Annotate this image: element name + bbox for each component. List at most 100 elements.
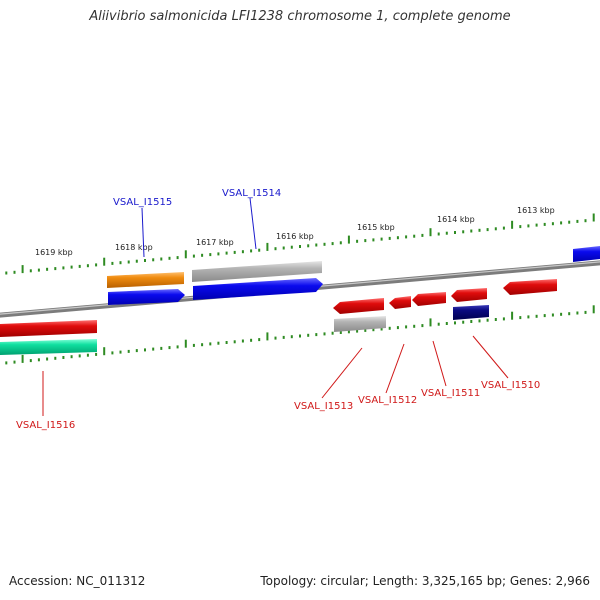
label-line-1511 [432, 340, 447, 387]
inner-scale-minor-tick [454, 321, 456, 325]
outer-scale-major-tick [266, 242, 269, 251]
inner-scale-minor-tick [5, 361, 8, 365]
inner-scale-minor-tick [388, 326, 391, 330]
outer-scale-minor-tick [168, 256, 171, 260]
gene-label-1511[interactable]: VSAL_I1511 [421, 388, 480, 399]
gene-red-block-1516[interactable] [0, 320, 97, 337]
gene-orange-block[interactable] [107, 272, 184, 288]
label-line-1514 [249, 197, 257, 250]
scale-label-1619: 1619 kbp [35, 248, 73, 257]
outer-scale-minor-tick [576, 219, 579, 223]
inner-scale-minor-tick [396, 326, 399, 330]
outer-scale-minor-tick [462, 230, 465, 234]
outer-scale-minor-tick [282, 246, 285, 250]
outer-scale-minor-tick [299, 245, 301, 248]
outer-scale-minor-tick [478, 228, 481, 232]
gene-blue-arrow-1514[interactable] [193, 278, 323, 300]
gene-red-arrow-1511[interactable] [412, 292, 446, 306]
outer-scale-minor-tick [78, 264, 81, 268]
outer-scale-minor-tick [323, 242, 326, 246]
outer-scale-minor-tick [217, 252, 220, 256]
gene-red-arrow-1510[interactable] [451, 288, 487, 302]
gene-label-1510[interactable]: VSAL_I1510 [481, 380, 540, 391]
gene-label-1514[interactable]: VSAL_I1514 [222, 188, 281, 199]
outer-scale-minor-tick [160, 257, 163, 261]
inner-scale-minor-tick [290, 335, 293, 339]
outer-scale-minor-tick [209, 253, 212, 257]
inner-scale-major-tick [511, 311, 514, 320]
outer-scale-minor-tick [258, 248, 261, 252]
outer-scale-minor-tick [454, 231, 456, 234]
label-line-1515 [141, 207, 145, 258]
inner-scale-minor-tick [413, 324, 416, 328]
scale-label-1617: 1617 kbp [196, 238, 234, 247]
inner-scale-minor-tick [551, 313, 554, 317]
inner-scale-minor-tick [274, 336, 277, 340]
outer-scale-minor-tick [46, 267, 49, 271]
inner-scale-major-tick [266, 332, 269, 341]
inner-scale-minor-tick [192, 343, 195, 347]
inner-scale-minor-tick [152, 347, 155, 351]
inner-scale-minor-tick [478, 319, 481, 323]
inner-scale-minor-tick [217, 341, 220, 345]
inner-scale-minor-tick [331, 331, 334, 335]
gene-label-1512[interactable]: VSAL_I1512 [358, 395, 417, 406]
inner-scale-minor-tick [62, 356, 65, 359]
inner-scale-minor-tick [233, 340, 236, 344]
gene-teal-block[interactable] [0, 339, 97, 355]
gene-label-1515[interactable]: VSAL_I1515 [113, 197, 172, 208]
outer-scale-minor-tick [111, 261, 114, 265]
gene-blue-block-edge[interactable] [573, 246, 600, 262]
outer-scale-minor-tick [62, 266, 65, 270]
outer-scale-minor-tick [274, 247, 277, 251]
outer-scale-minor-tick [494, 227, 497, 231]
outer-scale-minor-tick [372, 238, 375, 242]
outer-scale-minor-tick [560, 221, 563, 225]
outer-scale-major-tick [429, 228, 432, 237]
outer-scale-minor-tick [527, 224, 530, 228]
label-line-1513 [321, 347, 363, 399]
inner-scale-minor-tick [568, 312, 571, 316]
outer-scale-minor-tick [315, 243, 318, 247]
inner-scale-minor-tick [470, 320, 473, 323]
outer-scale-minor-tick [380, 237, 383, 241]
outer-scale-minor-tick [331, 242, 334, 246]
outer-scale-minor-tick [95, 263, 98, 267]
outer-scale-minor-tick [29, 269, 32, 273]
gene-navy-block[interactable] [453, 305, 489, 320]
gene-red-arrow-1512[interactable] [389, 296, 411, 309]
outer-scale-major-tick [103, 257, 106, 266]
inner-scale-minor-tick [560, 312, 563, 316]
inner-scale-minor-tick [29, 359, 32, 363]
gene-blue-arrow-1515[interactable] [108, 289, 185, 305]
gene-gray-block-1514[interactable] [192, 261, 322, 282]
inner-scale-minor-tick [494, 318, 497, 321]
outer-scale-minor-tick [37, 268, 40, 272]
outer-scale-minor-tick [13, 270, 16, 274]
scale-label-1616: 1616 kbp [276, 232, 314, 241]
inner-scale-minor-tick [111, 351, 114, 355]
inner-scale-major-tick [184, 339, 187, 348]
outer-scale-major-tick [184, 250, 187, 259]
inner-scale-minor-tick [54, 356, 57, 360]
inner-scale-minor-tick [13, 360, 16, 364]
gene-gray-block-1513[interactable] [334, 316, 386, 332]
outer-scale-minor-tick [225, 251, 228, 255]
inner-scale-minor-tick [258, 338, 261, 342]
gene-red-arrow-right[interactable] [503, 279, 557, 295]
outer-scale-major-tick [347, 235, 350, 244]
outer-scale-minor-tick [176, 256, 179, 260]
gene-label-1513[interactable]: VSAL_I1513 [294, 401, 353, 412]
outer-scale-minor-tick [152, 258, 155, 262]
inner-scale-minor-tick [307, 333, 310, 337]
gene-label-1516[interactable]: VSAL_I1516 [16, 420, 75, 431]
inner-scale-minor-tick [78, 354, 81, 358]
inner-scale-minor-tick [543, 314, 546, 318]
label-line-1512 [385, 343, 405, 394]
outer-scale-minor-tick [307, 244, 310, 248]
outer-scale-minor-tick [502, 226, 505, 230]
gene-red-arrow-1513[interactable] [333, 298, 384, 314]
inner-scale-major-tick [103, 347, 106, 356]
outer-scale-minor-tick [233, 250, 236, 254]
